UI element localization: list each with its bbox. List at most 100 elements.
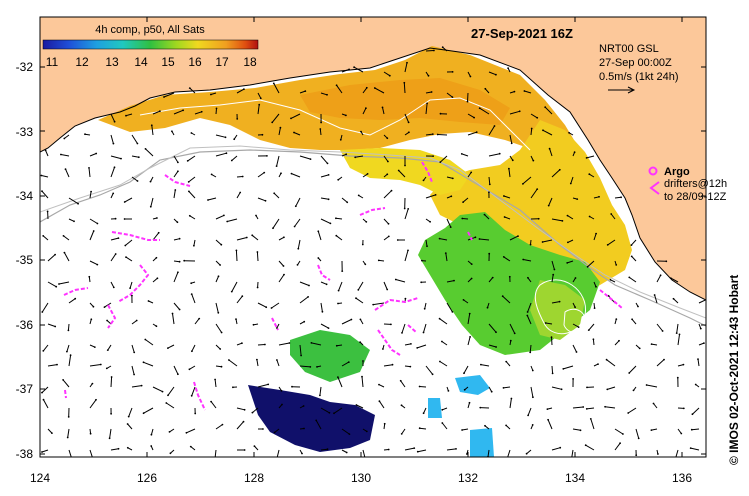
current-vector-head bbox=[553, 268, 556, 271]
current-vector bbox=[572, 428, 581, 431]
current-vector-head bbox=[441, 46, 444, 49]
current-vector-head bbox=[294, 205, 297, 208]
current-vector bbox=[89, 399, 97, 409]
current-vector-head bbox=[193, 244, 195, 247]
current-vector-head bbox=[150, 445, 153, 447]
current-vector-head bbox=[335, 217, 337, 220]
current-vector bbox=[41, 175, 49, 178]
current-vector bbox=[509, 134, 513, 144]
current-vector bbox=[293, 132, 301, 136]
current-vector-head bbox=[544, 322, 547, 324]
current-vector-head bbox=[525, 452, 528, 455]
current-vector-head bbox=[531, 424, 534, 426]
current-vector bbox=[442, 46, 448, 52]
current-vector bbox=[614, 340, 620, 346]
x-tick-label: 134 bbox=[565, 471, 585, 485]
current-vector bbox=[635, 428, 640, 439]
current-vector bbox=[425, 365, 433, 375]
current-vector-head bbox=[691, 413, 694, 416]
current-vector-head bbox=[177, 170, 179, 173]
current-vector-head bbox=[187, 181, 190, 183]
current-vector-head bbox=[220, 331, 223, 334]
current-vector-head bbox=[562, 368, 565, 370]
current-vector bbox=[63, 235, 70, 241]
current-vector bbox=[110, 167, 115, 178]
current-vector-head bbox=[509, 339, 512, 342]
current-vector-head bbox=[510, 397, 513, 400]
current-vector bbox=[290, 113, 301, 119]
current-vector-head bbox=[480, 363, 482, 366]
current-vector bbox=[256, 251, 259, 262]
current-vector-head bbox=[267, 383, 270, 386]
current-vector bbox=[588, 323, 595, 331]
current-vector bbox=[590, 418, 595, 430]
current-vector-head bbox=[117, 237, 120, 240]
current-vector bbox=[544, 106, 553, 115]
current-vector-head bbox=[703, 342, 705, 344]
current-vector-head bbox=[220, 243, 223, 246]
current-vector bbox=[173, 155, 179, 163]
current-vector-head bbox=[241, 295, 244, 298]
y-tick-label: -34 bbox=[16, 189, 34, 203]
current-vector bbox=[166, 402, 175, 409]
current-vector bbox=[67, 323, 70, 331]
current-vector bbox=[401, 428, 406, 435]
current-vector-head bbox=[123, 218, 126, 220]
current-vector-head bbox=[326, 448, 329, 451]
current-vector bbox=[109, 428, 112, 439]
current-vector-head bbox=[426, 102, 428, 105]
current-vector bbox=[383, 281, 388, 290]
current-vector bbox=[383, 71, 391, 77]
current-vector bbox=[173, 365, 179, 375]
current-vector bbox=[131, 134, 138, 144]
current-vector-head bbox=[144, 338, 147, 341]
current-vector-head bbox=[430, 91, 433, 93]
current-vector-head bbox=[451, 96, 454, 98]
current-vector bbox=[502, 295, 511, 304]
current-vector bbox=[572, 323, 579, 328]
current-vector-head bbox=[41, 451, 43, 453]
current-vector-head bbox=[486, 306, 489, 309]
current-vector bbox=[697, 359, 700, 367]
current-vector-head bbox=[42, 350, 45, 352]
current-vector-head bbox=[475, 131, 478, 134]
current-legend-line3: 0.5m/s (1kt 24h) bbox=[599, 71, 678, 83]
current-vector-head bbox=[41, 190, 43, 193]
current-vector-head bbox=[682, 363, 685, 366]
current-vector-head bbox=[632, 389, 635, 392]
current-vector bbox=[419, 427, 427, 430]
current-vector bbox=[68, 355, 72, 367]
current-vector bbox=[278, 127, 281, 136]
current-vector-head bbox=[529, 351, 532, 354]
current-vector-head bbox=[273, 431, 276, 434]
current-vector-head bbox=[220, 365, 223, 368]
current-vector-head bbox=[264, 343, 266, 346]
current-vector-head bbox=[350, 318, 353, 321]
current-vector-head bbox=[635, 454, 638, 457]
current-vector-head bbox=[544, 106, 547, 109]
current-vector-head bbox=[469, 336, 471, 338]
current-vector-head bbox=[282, 265, 285, 267]
current-vector bbox=[691, 428, 700, 431]
current-vector bbox=[586, 155, 595, 159]
current-vector-head bbox=[194, 412, 197, 415]
current-vector-head bbox=[112, 286, 115, 289]
drifter-track bbox=[164, 174, 191, 187]
current-vector-head bbox=[300, 354, 302, 357]
current-vector bbox=[651, 343, 658, 346]
current-vector bbox=[404, 447, 415, 451]
current-vector bbox=[107, 344, 112, 351]
current-vector-head bbox=[527, 276, 529, 279]
current-vector-head bbox=[259, 97, 262, 100]
current-vector-head bbox=[390, 323, 392, 326]
current-vector-head bbox=[650, 429, 653, 431]
current-vector-head bbox=[327, 327, 330, 329]
current-vector bbox=[425, 133, 433, 136]
current-vector bbox=[509, 235, 519, 241]
current-vector-head bbox=[536, 188, 539, 191]
current-vector bbox=[607, 239, 616, 246]
current-vector bbox=[191, 344, 196, 352]
current-vector bbox=[215, 302, 219, 313]
current-vector-head bbox=[110, 412, 112, 415]
current-vector-head bbox=[645, 384, 648, 386]
